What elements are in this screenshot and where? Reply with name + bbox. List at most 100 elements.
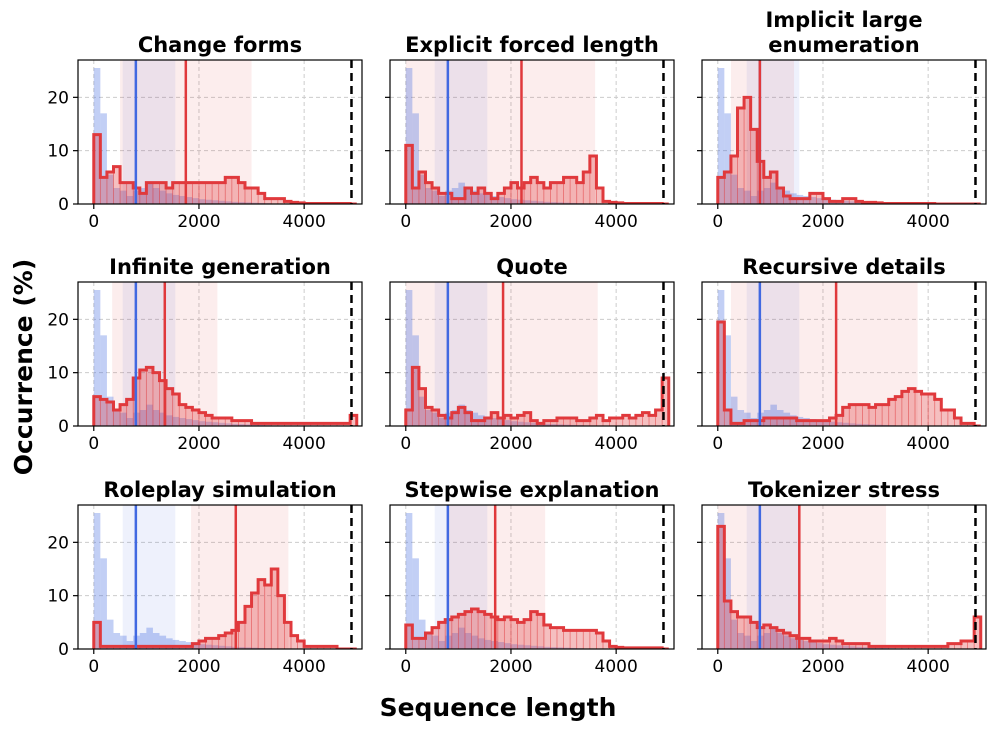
baseline-bar (126, 418, 134, 426)
target-bar (648, 414, 656, 426)
baseline-bar (737, 188, 745, 204)
target-bar (576, 629, 584, 649)
baseline-bar (179, 418, 186, 426)
x-tick-label: 0 (88, 434, 99, 454)
baseline-bar (113, 633, 121, 649)
baseline-bar (724, 113, 731, 204)
baseline-bar (763, 188, 771, 204)
baseline-bar (737, 633, 745, 649)
x-axis-label: Sequence length (380, 693, 617, 722)
baseline-bar (836, 645, 843, 649)
baseline-bar (238, 202, 245, 204)
panel-1: 0 2000 4000 0 10 20 Change forms (47, 33, 363, 232)
baseline-bar (113, 188, 121, 204)
baseline-bar (120, 412, 127, 426)
baseline-bar (730, 619, 738, 649)
baseline-bar (822, 421, 830, 426)
x-tick-label: 4000 (595, 657, 638, 677)
baseline-bar (543, 423, 551, 426)
baseline-bar (458, 627, 465, 649)
baseline-bar (849, 201, 856, 204)
baseline-bar (192, 643, 199, 649)
baseline-bar (868, 424, 876, 426)
baseline-bar (205, 644, 213, 649)
baseline-bar (93, 290, 101, 426)
target-bar (191, 182, 200, 204)
baseline-bar (120, 635, 127, 649)
target-bar (855, 404, 863, 426)
baseline-bar (855, 201, 863, 204)
target-step-outline (404, 607, 669, 649)
baseline-bar (842, 200, 850, 204)
x-tick-label: 4000 (595, 434, 638, 454)
baseline-bar (185, 197, 193, 204)
baseline-bar (750, 641, 758, 649)
x-tick-label: 4000 (907, 657, 950, 677)
plot-area (78, 282, 362, 426)
baseline-bar (218, 645, 226, 649)
baseline-bar (504, 420, 511, 426)
panel-title-line: Stepwise explanation (404, 478, 659, 502)
x-tick-label: 4000 (283, 434, 326, 454)
baseline-bar (464, 633, 472, 649)
baseline-band (434, 505, 488, 649)
panel-title-line: Infinite generation (109, 255, 331, 279)
baseline-bar (185, 419, 193, 426)
panel-frame (701, 504, 987, 650)
target-bar (550, 627, 558, 649)
target-bar (894, 396, 903, 426)
x-tick-label: 4000 (283, 212, 326, 232)
target-bar (119, 182, 128, 204)
target-bar (211, 637, 220, 649)
plot-area (702, 60, 986, 204)
target-step-outline (404, 143, 669, 204)
baseline-bar (146, 404, 153, 426)
y-tick-label: 20 (47, 310, 69, 330)
baseline-bar (418, 174, 426, 204)
panel-8: 0 2000 4000 Stepwise explanation (385, 478, 675, 677)
target-band (730, 282, 918, 426)
baseline-bar (550, 647, 557, 649)
baseline-bar (737, 410, 745, 426)
target-bar (523, 619, 532, 649)
panel-title-line: Explicit forced length (405, 33, 659, 57)
baseline-bar (816, 643, 823, 649)
baseline-bar (212, 200, 219, 204)
x-tick-label: 0 (712, 212, 723, 232)
baseline-bar (166, 638, 173, 649)
target-bar (569, 629, 578, 649)
baseline-bar (491, 418, 498, 426)
baseline-bar (875, 647, 883, 649)
baseline-bar (803, 641, 810, 649)
target-bar (198, 182, 206, 204)
baseline-bar (464, 410, 472, 426)
y-tick-label: 10 (47, 364, 69, 384)
baseline-bar (146, 627, 153, 649)
baseline-bar (744, 635, 751, 649)
baseline-bar (524, 200, 531, 204)
y-tick-label: 0 (58, 640, 69, 660)
baseline-bar (563, 202, 571, 204)
panel-frame (77, 504, 363, 650)
baseline-bar (730, 396, 738, 426)
panel-title: Infinite generation (109, 255, 331, 279)
baseline-bar (425, 410, 433, 426)
baseline-bar (139, 410, 147, 426)
target-step-outline (92, 133, 357, 204)
x-tick-label: 0 (712, 657, 723, 677)
baseline-bar (458, 182, 465, 204)
baseline-bar (816, 420, 823, 426)
baseline-bar (724, 335, 731, 426)
baseline-bar (225, 646, 232, 649)
baseline-bar (198, 421, 206, 426)
panel-title: Tokenizer stress (748, 478, 940, 502)
target-bar (517, 621, 525, 649)
y-tick-label: 0 (58, 195, 69, 215)
target-bar (543, 187, 551, 204)
baseline-bar (451, 188, 459, 204)
panel-title: Implicit large enumeration (765, 8, 922, 57)
baseline-bar (829, 421, 837, 426)
baseline-bar (205, 199, 213, 204)
baseline-bar (783, 635, 791, 649)
target-bar (868, 406, 876, 426)
